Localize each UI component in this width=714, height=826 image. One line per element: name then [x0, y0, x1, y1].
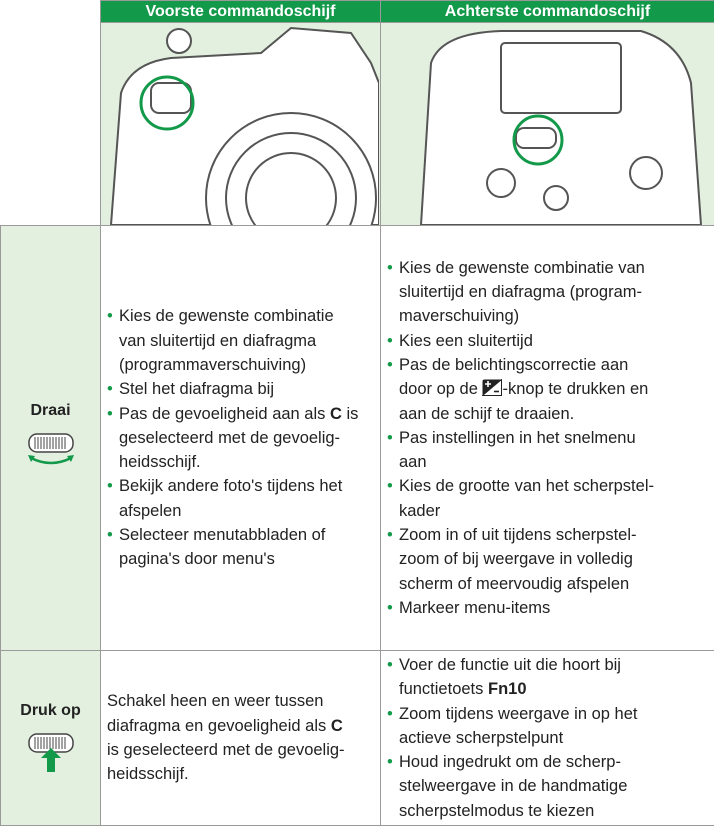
text-segment: Pas de gevoeligheid aan als — [119, 405, 330, 423]
camera-illustration — [381, 23, 713, 225]
bullet-item: Zoom in of uit tijdens scherpstel-zoom o… — [387, 523, 710, 596]
bullet-item: Kies een sluitertijd — [387, 329, 710, 353]
text-line: heidsschijf. — [107, 762, 376, 786]
bullet-item: Houd ingedrukt om de scherp-stelweergave… — [387, 750, 710, 823]
column-header: Voorste commandoschijf — [101, 1, 381, 23]
bullet-item: Kies de gewenste combinatie vansluiterti… — [387, 256, 710, 329]
text-line: Houd ingedrukt om de scherp- — [399, 750, 710, 774]
exposure-icon — [482, 379, 502, 396]
text-line: Bekijk andere foto's tijdens het — [119, 474, 376, 498]
text-line: door op de -knop te drukken en — [399, 377, 710, 401]
row-label-cell: Druk op — [1, 651, 101, 826]
text-line: (programmaverschuiving) — [119, 353, 376, 377]
text-segment: C — [330, 405, 342, 423]
text-line: Zoom in of uit tijdens scherpstel- — [399, 523, 710, 547]
row-label-cell: Draai — [1, 226, 101, 651]
text-line: Kies een sluitertijd — [399, 329, 710, 353]
text-line: van sluitertijd en diafragma — [119, 329, 376, 353]
text-line: Stel het diafragma bij — [119, 377, 376, 401]
text-segment: Fn10 — [488, 680, 527, 698]
text-line: Schakel heen en weer tussen — [107, 689, 376, 713]
text-line: Voer de functie uit die hoort bij — [399, 653, 710, 677]
image-row — [1, 23, 714, 226]
text-line: Kies de gewenste combinatie — [119, 304, 376, 328]
text-line: stelweergave in de handmatige — [399, 774, 710, 798]
corner — [1, 23, 101, 226]
bullet-item: Voer de functie uit die hoort bijfunctie… — [387, 653, 710, 702]
front-dial-image — [101, 23, 381, 226]
bullet-item: Kies de grootte van het scherpstel-kader — [387, 474, 710, 523]
text-line: geselecteerd met de gevoelig- — [119, 426, 376, 450]
text-line: Pas instellingen in het snelmenu — [399, 426, 710, 450]
text-segment: -knop te drukken en — [502, 380, 648, 398]
text-line: Kies de gewenste combinatie van — [399, 256, 710, 280]
text-line: sluitertijd en diafragma (program- — [399, 280, 710, 304]
corner — [1, 1, 101, 23]
text-line: Markeer menu-items — [399, 596, 710, 620]
text-line: functietoets Fn10 — [399, 677, 710, 701]
text-line: aan — [399, 450, 710, 474]
text-cell: Kies de gewenste combinatie vansluiterti… — [381, 226, 714, 651]
text-line: Zoom tijdens weergave in op het — [399, 702, 710, 726]
text-line: pagina's door menu's — [119, 547, 376, 571]
text-line: Pas de belichtingscorrectie aan — [399, 353, 710, 377]
rear-dial-image — [381, 23, 714, 226]
text-segment: door op de — [399, 380, 482, 398]
bullet-item: Stel het diafragma bij — [107, 377, 376, 401]
text-line: zoom of bij weergave in volledig — [399, 547, 710, 571]
bullet-item: Pas de gevoeligheid aan als C isgeselect… — [107, 402, 376, 475]
bullet-item: Markeer menu-items — [387, 596, 710, 620]
row-label: Druk op — [1, 702, 100, 720]
column-header: Achterste commandoschijf — [381, 1, 714, 23]
text-line: Pas de gevoeligheid aan als C is — [119, 402, 376, 426]
row-label: Draai — [1, 402, 100, 420]
text-segment: functietoets — [399, 680, 488, 698]
text-line: aan de schijf te draaien. — [399, 402, 710, 426]
text-line: kader — [399, 499, 710, 523]
text-cell: Voer de functie uit die hoort bijfunctie… — [381, 651, 714, 826]
text-line: scherm of meervoudig afspelen — [399, 572, 710, 596]
dial-icon — [25, 728, 77, 774]
text-line: scherpstelmodus te kiezen — [399, 799, 710, 823]
text-line: maverschuiving) — [399, 304, 710, 328]
text-segment: C — [331, 717, 343, 735]
text-segment: diafragma en gevoeligheid als — [107, 717, 331, 735]
text-line: is geselecteerd met de gevoelig- — [107, 738, 376, 762]
text-line: Selecteer menutabbladen of — [119, 523, 376, 547]
text-line: actieve scherpstelpunt — [399, 726, 710, 750]
text-line: afspelen — [119, 499, 376, 523]
text-line: Kies de grootte van het scherpstel- — [399, 474, 710, 498]
header-row: Voorste commandoschijf Achterste command… — [1, 1, 714, 23]
text-line: heidsschijf. — [119, 450, 376, 474]
camera-illustration — [101, 23, 379, 225]
dial-icon — [25, 428, 77, 474]
text-line: diafragma en gevoeligheid als C — [107, 714, 376, 738]
text-segment: is — [342, 405, 359, 423]
